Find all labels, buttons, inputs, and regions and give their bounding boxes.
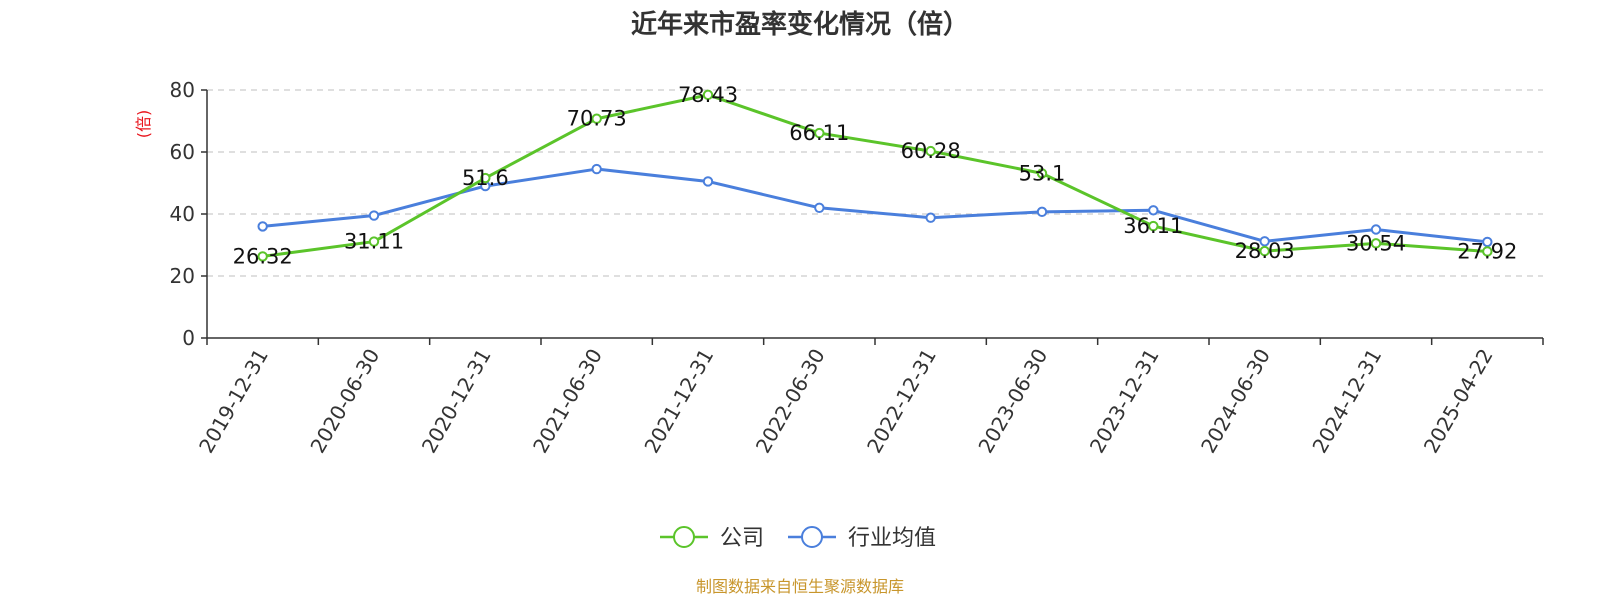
data-point[interactable] bbox=[1370, 238, 1382, 249]
data-point[interactable] bbox=[925, 145, 936, 157]
data-point[interactable] bbox=[814, 202, 825, 214]
data-label: 78.43 bbox=[678, 83, 738, 107]
data-point[interactable] bbox=[1259, 236, 1270, 247]
series-points bbox=[257, 89, 1493, 262]
data-point[interactable] bbox=[814, 127, 825, 139]
data-point[interactable] bbox=[702, 89, 714, 101]
y-tick-label: 40 bbox=[170, 202, 195, 226]
x-tick-label: 2021-06-30 bbox=[528, 345, 607, 458]
data-label: 27.92 bbox=[1457, 239, 1517, 263]
legend-marker bbox=[801, 526, 823, 548]
y-tick-label: 20 bbox=[170, 264, 195, 288]
data-point[interactable] bbox=[1036, 168, 1048, 179]
data-label: 70.73 bbox=[567, 107, 627, 131]
data-label: 60.28 bbox=[901, 139, 961, 163]
legend-item-0[interactable]: 公司 bbox=[660, 526, 764, 551]
y-tick-labels: 0 20 40 60 80 bbox=[170, 78, 195, 350]
data-point[interactable] bbox=[257, 221, 268, 232]
chart-title: 近年来市盈率变化情况（倍） bbox=[631, 9, 969, 40]
legend-marker bbox=[673, 526, 695, 548]
data-point[interactable] bbox=[1482, 246, 1493, 257]
data-label: 36.11 bbox=[1123, 214, 1183, 238]
grid-lines bbox=[207, 89, 1543, 277]
data-label: 28.03 bbox=[1235, 239, 1295, 263]
data-label: 30.54 bbox=[1346, 231, 1406, 255]
data-labels: 26.32 31.11 51.6 70.73 78.43 66.11 60.28 53.1 36… bbox=[233, 83, 1518, 269]
series-lines bbox=[262, 93, 1488, 258]
data-point[interactable] bbox=[702, 176, 714, 187]
data-point[interactable] bbox=[1036, 206, 1048, 218]
x-tick-label: 2020-12-31 bbox=[417, 345, 496, 458]
x-tick-label: 2023-06-30 bbox=[973, 345, 1052, 458]
y-tick-label: 0 bbox=[182, 326, 195, 350]
x-tick-labels: 2019-12-31 2020-06-30 2020-12-31 2021-06-30… bbox=[194, 345, 1498, 458]
x-tick-label: 2023-12-31 bbox=[1085, 345, 1164, 458]
x-tick-label: 2022-06-30 bbox=[751, 345, 830, 458]
data-label: 53.1 bbox=[1019, 161, 1066, 185]
data-point[interactable] bbox=[368, 210, 380, 221]
data-point[interactable] bbox=[480, 172, 491, 184]
y-tick-label: 80 bbox=[170, 78, 195, 102]
data-point[interactable] bbox=[1482, 236, 1493, 248]
y-tick-label: 60 bbox=[170, 140, 195, 164]
legend[interactable]: 公司 行业均值 bbox=[660, 526, 936, 551]
data-point[interactable] bbox=[1148, 205, 1159, 216]
series-line-0 bbox=[262, 93, 1488, 258]
x-tick-label: 2024-12-31 bbox=[1307, 345, 1386, 458]
data-point[interactable] bbox=[591, 113, 602, 124]
x-tick-label: 2019-12-31 bbox=[194, 345, 273, 458]
data-point[interactable] bbox=[368, 236, 380, 247]
axes bbox=[201, 89, 1544, 345]
legend-label: 公司 bbox=[720, 526, 764, 551]
legend-label: 行业均值 bbox=[848, 526, 936, 551]
data-label: 26.32 bbox=[233, 244, 293, 268]
legend-item-1[interactable]: 行业均值 bbox=[788, 526, 936, 551]
data-point[interactable] bbox=[591, 163, 602, 175]
data-point[interactable] bbox=[1148, 220, 1159, 232]
data-point[interactable] bbox=[1370, 224, 1382, 235]
data-point[interactable] bbox=[257, 251, 268, 262]
series-line-1 bbox=[262, 167, 1488, 244]
y-axis-label: (倍) bbox=[134, 110, 153, 139]
data-label: 31.11 bbox=[344, 230, 404, 254]
source-note: 制图数据来自恒生聚源数据库 bbox=[696, 577, 904, 596]
x-tick-label: 2024-06-30 bbox=[1196, 345, 1275, 458]
data-label: 51.6 bbox=[462, 166, 509, 190]
x-tick-label: 2020-06-30 bbox=[305, 345, 384, 458]
x-tick-label: 2025-04-22 bbox=[1419, 345, 1498, 458]
data-point[interactable] bbox=[1259, 245, 1270, 257]
data-point[interactable] bbox=[925, 212, 936, 223]
data-label: 66.11 bbox=[789, 121, 849, 145]
x-tick-label: 2021-12-31 bbox=[639, 345, 718, 458]
x-tick-label: 2022-12-31 bbox=[862, 345, 941, 458]
